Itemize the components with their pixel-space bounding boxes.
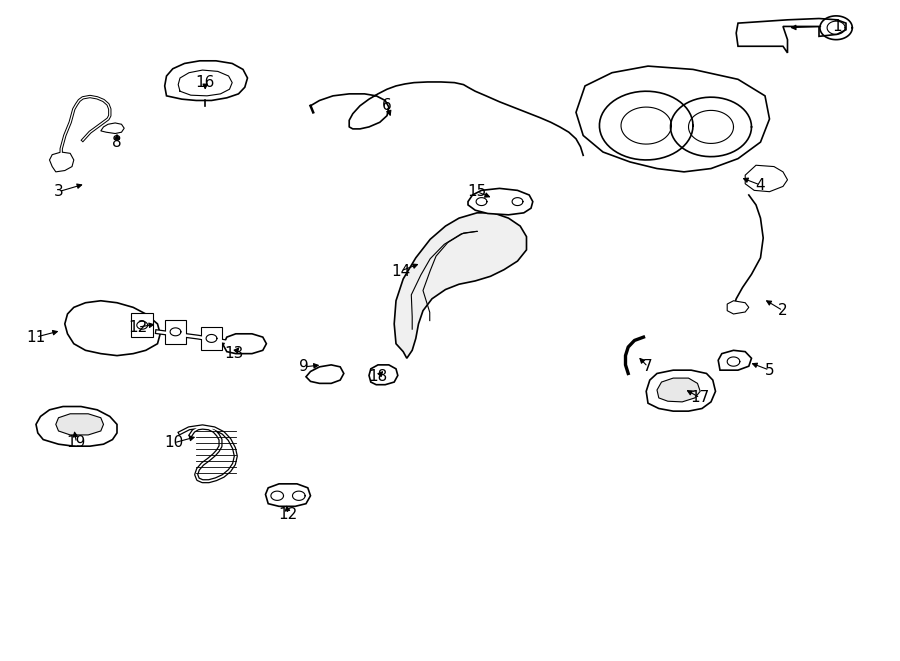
Polygon shape: [394, 213, 526, 358]
Text: 8: 8: [112, 135, 122, 149]
Polygon shape: [50, 152, 74, 172]
Text: 13: 13: [224, 346, 244, 361]
Polygon shape: [369, 365, 398, 385]
Text: 4: 4: [756, 178, 765, 192]
Polygon shape: [646, 370, 716, 411]
Text: 7: 7: [644, 360, 652, 374]
Polygon shape: [468, 188, 533, 215]
Text: 9: 9: [300, 360, 309, 374]
Polygon shape: [736, 19, 846, 53]
Text: 15: 15: [467, 184, 487, 199]
Text: 18: 18: [368, 369, 388, 384]
Polygon shape: [131, 313, 153, 337]
Polygon shape: [657, 378, 700, 402]
Text: 2: 2: [778, 303, 788, 318]
Polygon shape: [223, 334, 266, 354]
Polygon shape: [65, 301, 160, 356]
Polygon shape: [165, 61, 248, 100]
Text: 5: 5: [765, 363, 774, 377]
Polygon shape: [745, 165, 788, 192]
Text: 6: 6: [382, 98, 392, 113]
Polygon shape: [201, 327, 222, 350]
Polygon shape: [718, 350, 752, 370]
Polygon shape: [165, 320, 186, 344]
Polygon shape: [576, 66, 770, 172]
Text: 11: 11: [26, 330, 46, 344]
Text: 16: 16: [195, 75, 215, 90]
Polygon shape: [266, 484, 310, 506]
Text: 3: 3: [54, 184, 63, 199]
Text: 17: 17: [690, 391, 710, 405]
Polygon shape: [306, 365, 344, 383]
Text: 12: 12: [278, 507, 298, 522]
Polygon shape: [101, 123, 124, 134]
Text: 19: 19: [67, 436, 86, 450]
Polygon shape: [36, 407, 117, 446]
Text: 10: 10: [164, 436, 184, 450]
Polygon shape: [56, 414, 104, 435]
Polygon shape: [727, 301, 749, 314]
Text: 14: 14: [391, 264, 410, 278]
Text: 12: 12: [128, 320, 148, 334]
Text: 1: 1: [832, 19, 842, 34]
